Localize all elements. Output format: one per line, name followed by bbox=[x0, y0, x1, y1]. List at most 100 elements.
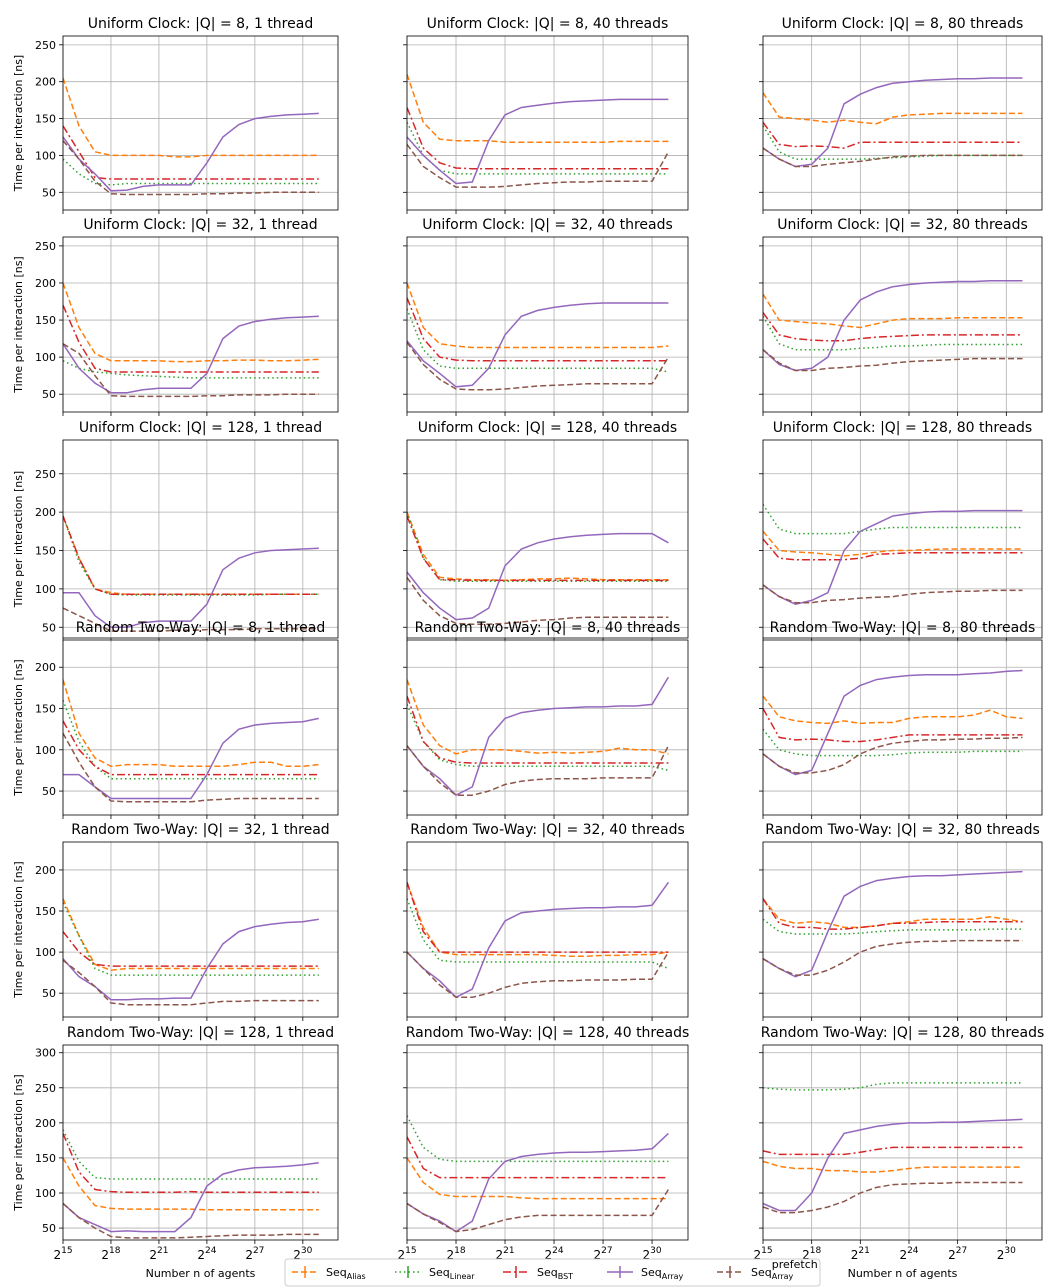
tick-base: 2 bbox=[643, 1248, 651, 1262]
tick-exponent: 27 bbox=[601, 1246, 612, 1256]
series-line bbox=[763, 147, 1023, 168]
x-tick-label: 218 bbox=[802, 1246, 821, 1262]
tick-base: 2 bbox=[753, 1248, 761, 1262]
series-line bbox=[63, 1202, 319, 1239]
panel: Random Two-Way: |Q| = 32, 80 threads bbox=[759, 822, 1043, 1021]
series-line bbox=[63, 1162, 319, 1233]
series-line bbox=[763, 728, 1023, 757]
series-line bbox=[763, 77, 1023, 168]
tick-base: 2 bbox=[293, 1248, 301, 1262]
x-tick-label: 230 bbox=[643, 1246, 662, 1262]
panel-title: Random Two-Way: |Q| = 8, 40 threads bbox=[415, 620, 681, 636]
series-line bbox=[407, 511, 669, 582]
tick-base: 2 bbox=[899, 1248, 907, 1262]
panel-title: Random Two-Way: |Q| = 8, 1 thread bbox=[76, 620, 326, 636]
plot-frame bbox=[62, 841, 339, 1018]
y-tick-label: 250 bbox=[35, 468, 56, 481]
series-line bbox=[763, 280, 1023, 372]
tick-base: 2 bbox=[245, 1248, 253, 1262]
series-line bbox=[407, 121, 669, 175]
x-tick-label: 221 bbox=[149, 1246, 168, 1262]
x-tick-label: 218 bbox=[101, 1246, 120, 1262]
panel-title: Random Two-Way: |Q| = 32, 80 threads bbox=[765, 822, 1040, 838]
panel: 50 100 150 200 Random Two-Way: |Q| = 8, 1 th… bbox=[12, 620, 339, 819]
series-line bbox=[63, 304, 319, 373]
panel-title: Uniform Clock: |Q| = 32, 40 threads bbox=[422, 217, 673, 233]
y-axis-label: Time per interaction [ns] bbox=[12, 861, 25, 998]
y-tick-label: 200 bbox=[35, 661, 56, 674]
panel-title: Uniform Clock: |Q| = 128, 1 thread bbox=[79, 420, 322, 436]
tick-exponent: 30 bbox=[650, 1246, 662, 1256]
panel: Uniform Clock: |Q| = 32, 40 threads bbox=[403, 217, 689, 416]
y-tick-label: 150 bbox=[35, 905, 56, 918]
series-line bbox=[63, 315, 319, 394]
legend: SeqAlias SeqLinear SeqBST SeqArray SeqArrayp… bbox=[284, 1258, 821, 1287]
series-line bbox=[407, 143, 670, 188]
panel-title: Uniform Clock: |Q| = 8, 1 thread bbox=[88, 16, 313, 32]
tick-base: 2 bbox=[149, 1248, 157, 1262]
y-axis-label: Time per interaction [ns] bbox=[12, 256, 25, 393]
series-line bbox=[763, 504, 1023, 535]
series-line bbox=[407, 745, 670, 796]
panel-title: Uniform Clock: |Q| = 8, 40 threads bbox=[427, 16, 669, 32]
series-line bbox=[407, 511, 669, 582]
tick-base: 2 bbox=[593, 1248, 601, 1262]
tick-exponent: 24 bbox=[205, 1246, 217, 1256]
series-line bbox=[407, 74, 669, 143]
series-line bbox=[407, 882, 669, 953]
series-line bbox=[63, 1157, 319, 1211]
x-tick-label: 227 bbox=[593, 1246, 612, 1262]
legend-entry: SeqArray bbox=[607, 1266, 684, 1281]
series-line bbox=[63, 717, 319, 800]
series-line bbox=[763, 92, 1023, 125]
legend-label: SeqArray bbox=[751, 1266, 794, 1281]
series-line bbox=[407, 98, 669, 185]
series-line bbox=[63, 77, 319, 158]
panel-title: Random Two-Way: |Q| = 8, 80 threads bbox=[770, 620, 1036, 636]
series-line bbox=[763, 125, 1023, 160]
panel: 215 218 221 224 227 23050100150200250300Rando… bbox=[12, 1025, 339, 1280]
y-tick-label: 150 bbox=[35, 314, 56, 327]
y-tick-label: 50 bbox=[42, 987, 56, 1000]
series-line bbox=[763, 584, 1023, 604]
plot-frame bbox=[406, 639, 689, 816]
panel: Uniform Clock: |Q| = 8, 40 threads bbox=[403, 16, 689, 214]
y-tick-label: 250 bbox=[35, 240, 56, 253]
tick-exponent: 30 bbox=[1004, 1246, 1016, 1256]
series-line bbox=[63, 931, 319, 967]
legend-label: SeqArray bbox=[641, 1266, 684, 1281]
y-tick-label: 100 bbox=[35, 744, 56, 757]
series-line bbox=[63, 1133, 319, 1194]
legend-entry: SeqBST bbox=[503, 1266, 573, 1281]
series-line bbox=[407, 1189, 670, 1233]
series-line bbox=[407, 576, 669, 625]
series-line bbox=[63, 679, 319, 768]
series-line bbox=[63, 343, 319, 398]
legend-superscript: prefetch bbox=[772, 1258, 818, 1271]
series-line bbox=[407, 882, 669, 957]
legend-entry: SeqLinear bbox=[395, 1266, 475, 1281]
series-line bbox=[763, 918, 1023, 935]
tick-base: 2 bbox=[997, 1248, 1005, 1262]
legend-subscript: Alias bbox=[347, 1272, 366, 1281]
legend-name: Seq bbox=[429, 1266, 450, 1279]
tick-exponent: 27 bbox=[253, 1246, 264, 1256]
tick-exponent: 15 bbox=[61, 1246, 72, 1256]
plot-frame bbox=[762, 639, 1043, 816]
y-tick-label: 250 bbox=[35, 39, 56, 52]
series-line bbox=[63, 515, 319, 596]
y-tick-label: 100 bbox=[35, 1187, 56, 1200]
x-tick-label: 221 bbox=[851, 1246, 870, 1262]
panel: Uniform Clock: |Q| = 8, 80 threads bbox=[759, 16, 1043, 214]
x-tick-label: 230 bbox=[997, 1246, 1016, 1262]
tick-exponent: 18 bbox=[454, 1246, 466, 1256]
y-tick-label: 250 bbox=[35, 1082, 56, 1095]
series-line bbox=[407, 898, 669, 970]
y-tick-label: 300 bbox=[35, 1047, 56, 1060]
series-line bbox=[407, 297, 669, 362]
series-line bbox=[763, 538, 1023, 561]
series-line bbox=[763, 736, 1023, 774]
tick-base: 2 bbox=[851, 1248, 859, 1262]
tick-exponent: 30 bbox=[301, 1246, 313, 1256]
